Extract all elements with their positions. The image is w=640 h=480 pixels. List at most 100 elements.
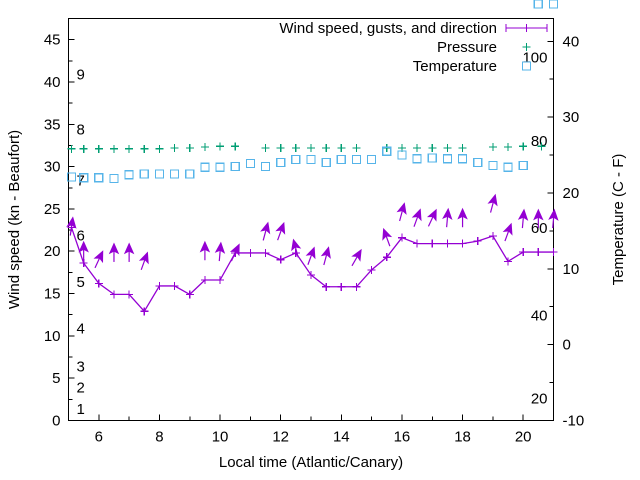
temperature-point bbox=[185, 169, 195, 179]
y-tick-label: 30 bbox=[44, 159, 61, 176]
temperature-point bbox=[169, 169, 180, 179]
y2-tick-label: 30 bbox=[563, 109, 580, 126]
wind-speed-point bbox=[352, 282, 361, 291]
wind-speed-point bbox=[94, 279, 103, 288]
y-tick-label: 35 bbox=[44, 116, 61, 133]
pressure-point bbox=[428, 143, 437, 152]
wind-speed-point bbox=[458, 239, 467, 248]
temperature-point bbox=[397, 150, 407, 160]
pressure-point bbox=[443, 143, 452, 152]
wind-direction-arrow bbox=[426, 208, 437, 227]
wind-speed-point bbox=[367, 265, 376, 274]
wind-direction-arrow bbox=[275, 221, 286, 241]
y-tick-label: 15 bbox=[44, 286, 61, 303]
wind-direction-arrow bbox=[123, 242, 135, 262]
temperature-point bbox=[382, 146, 392, 156]
pressure-point bbox=[458, 143, 467, 152]
legend-label-2: Pressure bbox=[437, 39, 497, 56]
beaufort-label: 4 bbox=[77, 320, 85, 337]
y-tick-label: 40 bbox=[44, 74, 61, 91]
wind-speed-point bbox=[185, 290, 194, 299]
fahrenheit-scale-labels: 20 40 60 80 100 bbox=[522, 49, 547, 407]
temperature-point bbox=[215, 162, 225, 172]
beaufort-label: 3 bbox=[77, 358, 85, 375]
wind-speed-line bbox=[70, 227, 554, 313]
wind-speed-point bbox=[428, 239, 437, 248]
pressure-point bbox=[276, 143, 285, 152]
pressure-point bbox=[79, 144, 88, 153]
y-tick-label: 5 bbox=[52, 370, 60, 387]
pressure-point bbox=[200, 143, 209, 152]
temperature-point bbox=[291, 154, 301, 165]
arrow-head bbox=[548, 208, 559, 221]
wind-speed-point bbox=[200, 276, 209, 285]
y2-tick-label: 40 bbox=[563, 33, 580, 50]
pressure-point bbox=[261, 143, 270, 152]
temperature-point bbox=[503, 162, 513, 172]
temperature-point bbox=[321, 158, 331, 168]
pressure-point bbox=[352, 143, 361, 152]
wind-direction-arrow bbox=[533, 208, 544, 229]
wind-direction-arrow bbox=[396, 202, 407, 222]
wind-direction-arrow bbox=[442, 207, 453, 228]
wind-direction-arrow bbox=[214, 241, 226, 262]
temperature-point bbox=[518, 161, 528, 171]
temperature-point bbox=[412, 154, 422, 164]
temperature-point bbox=[533, 0, 543, 9]
wind-direction-arrow bbox=[138, 251, 149, 271]
wind-direction-arrow bbox=[351, 248, 362, 267]
y-tick-label: 20 bbox=[44, 243, 61, 260]
wind-direction-arrow bbox=[93, 250, 104, 269]
wind-direction-arrow bbox=[382, 227, 393, 247]
temperature-point bbox=[306, 154, 316, 165]
arrow-head bbox=[411, 208, 422, 222]
arrow-head bbox=[214, 241, 226, 254]
y2-tick-label: -10 bbox=[563, 413, 585, 430]
y-axis-title: Wind speed (kn - Beaufort) bbox=[6, 130, 23, 309]
wind-speed-point bbox=[307, 270, 315, 279]
wind-speed-point bbox=[155, 281, 164, 290]
pressure-point bbox=[185, 143, 194, 152]
pressure-point bbox=[519, 142, 528, 151]
temperature-point bbox=[79, 173, 89, 183]
x-tick-label: 14 bbox=[333, 429, 350, 446]
arrow-head bbox=[487, 193, 498, 207]
wind-direction-arrow bbox=[108, 242, 120, 262]
x-tick-label: 16 bbox=[394, 429, 411, 446]
wind-direction-arrow bbox=[320, 246, 331, 266]
beaufort-scale-labels: 1 2 3 4 5 6 7 8 9 bbox=[77, 67, 85, 418]
fahrenheit-label: 40 bbox=[531, 307, 548, 324]
temperature-point bbox=[109, 173, 119, 184]
temperature-point bbox=[276, 158, 286, 168]
wind-speed-point bbox=[382, 253, 391, 262]
x-tick-label: 8 bbox=[155, 429, 163, 446]
arrow-head bbox=[229, 243, 240, 257]
beaufort-label: 8 bbox=[77, 122, 85, 139]
arrow-head bbox=[320, 246, 331, 259]
wind-direction-arrow bbox=[199, 240, 211, 261]
pressure-point bbox=[337, 143, 346, 152]
fahrenheit-label: 80 bbox=[531, 133, 548, 150]
arrow-head bbox=[138, 251, 149, 265]
wind-speed-point bbox=[276, 255, 285, 264]
pressure-point bbox=[231, 142, 240, 151]
arrow-head bbox=[78, 240, 89, 253]
y-tick-label: 0 bbox=[52, 413, 60, 430]
y2-tick-label: 10 bbox=[563, 261, 580, 278]
temperature-point bbox=[66, 172, 77, 182]
wind-speed-point bbox=[549, 248, 558, 257]
y2-axis-ticks: -10 0 10 20 30 40 bbox=[547, 33, 585, 430]
temperature-point bbox=[200, 162, 210, 172]
fahrenheit-label: 100 bbox=[522, 49, 547, 66]
wind-direction-arrow bbox=[502, 222, 513, 242]
wind-speed-point bbox=[109, 290, 118, 299]
temperature-point bbox=[488, 161, 498, 171]
arrow-head bbox=[426, 208, 437, 222]
x-tick-label: 18 bbox=[454, 429, 471, 446]
y2-tick-label: 20 bbox=[563, 185, 580, 202]
wind-speed-point bbox=[125, 290, 134, 299]
plot-frame bbox=[68, 18, 554, 421]
y-tick-label: 45 bbox=[44, 32, 61, 49]
y-tick-label: 25 bbox=[44, 201, 61, 218]
